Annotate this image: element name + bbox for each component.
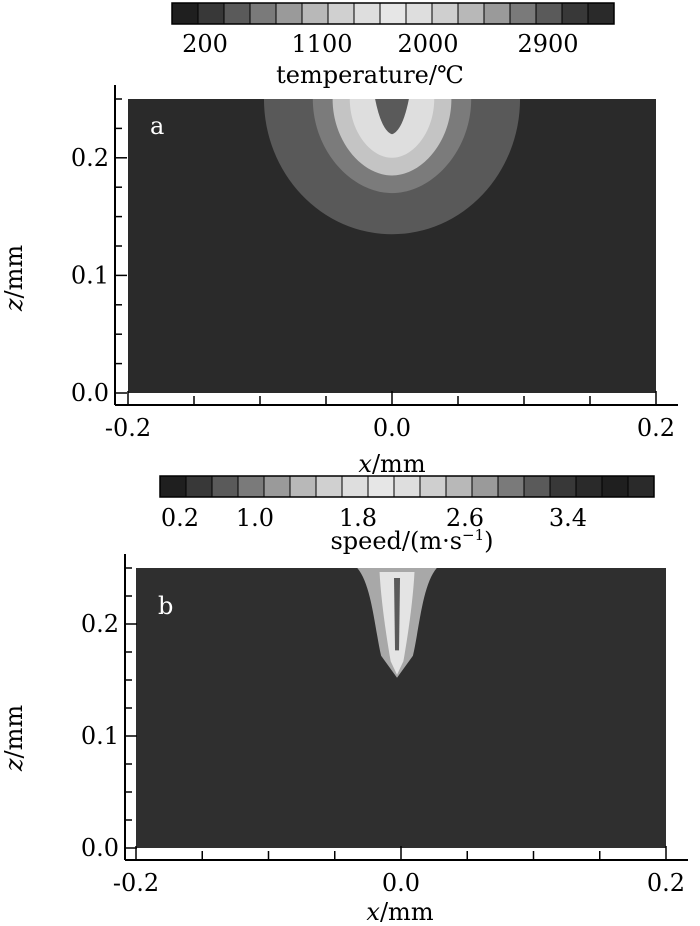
colorbar-temperature-tick-label: 2900 xyxy=(517,30,578,58)
x-tick-label-b: 0.0 xyxy=(382,869,420,897)
y-axis-unit-a: /mm xyxy=(0,245,28,299)
colorbar-temperature-cell xyxy=(327,2,355,25)
colorbar-temperature-cell xyxy=(197,2,225,25)
keyhole-notch xyxy=(375,99,409,135)
colorbar-temperature-tick-label: 200 xyxy=(182,30,228,58)
colorbar-speed-tick-label: 0.2 xyxy=(161,504,199,532)
x-tick-label-a: -0.2 xyxy=(105,414,151,442)
colorbar-temperature-cell xyxy=(249,2,277,25)
y-axis-var-b: z xyxy=(0,758,28,772)
colorbar-temperature xyxy=(171,2,615,25)
colorbar-temperature-cell xyxy=(561,2,589,25)
colorbar-speed-cell xyxy=(159,475,187,498)
y-axis-unit-b: /mm xyxy=(0,705,28,759)
x-tick-label-b: -0.2 xyxy=(113,869,159,897)
y-axis-label-b: z/mm xyxy=(0,705,28,773)
colorbar-temperature-cell xyxy=(405,2,433,25)
colorbar-speed-cell xyxy=(497,475,525,498)
colorbar-temperature-cell xyxy=(353,2,381,25)
colorbar-temperature-cell xyxy=(275,2,303,25)
x-axis-label-b: x/mm xyxy=(366,898,433,926)
colorbar-speed-label: speed/(m·s−1) xyxy=(330,526,493,555)
colorbar-speed-cell xyxy=(523,475,551,498)
colorbar-speed-label-main: speed/(m·s xyxy=(330,527,462,555)
x-tick-label-a: 0.0 xyxy=(373,414,411,442)
colorbar-speed-ticks: 0.2 1.0 1.8 2.6 3.4 xyxy=(161,504,587,532)
x-axis-var-a: x xyxy=(358,450,372,478)
panel-b: 0.2 1.0 1.8 2.6 3.4 speed/(m·s−1) b 0.00.10.… xyxy=(0,475,688,926)
colorbar-temperature-tick-label: 2000 xyxy=(397,30,458,58)
colorbar-speed-cell xyxy=(185,475,213,498)
colorbar-speed-cell xyxy=(367,475,395,498)
x-tick-label-b: 0.2 xyxy=(647,869,685,897)
colorbar-speed-tick-label: 2.6 xyxy=(446,504,484,532)
colorbar-temperature-cell xyxy=(379,2,407,25)
axes-b: 0.0 0.1 0.2 -0.2 0.0 0.2 xyxy=(81,554,688,897)
colorbar-temperature-cell xyxy=(171,2,199,25)
y-axis-var-a: z xyxy=(0,298,28,312)
colorbar-speed-cell xyxy=(393,475,421,498)
x-axis-unit-a: /mm xyxy=(372,450,426,478)
colorbar-speed-cell xyxy=(341,475,369,498)
colorbar-speed-cell xyxy=(211,475,239,498)
colorbar-speed-cell xyxy=(263,475,291,498)
colorbar-temperature-label: temperature/℃ xyxy=(276,61,464,89)
colorbar-speed-cell xyxy=(549,475,577,498)
panel-b-label: b xyxy=(158,592,173,620)
y-tick-label-b: 0.1 xyxy=(81,722,119,750)
colorbar-temperature-ticks: 200 1100 2000 2900 xyxy=(182,30,578,58)
colorbar-temperature-cell xyxy=(431,2,459,25)
colorbar-speed-cell xyxy=(471,475,499,498)
x-axis-unit-b: /mm xyxy=(380,898,434,926)
colorbar-speed-tick-label: 3.4 xyxy=(549,504,587,532)
colorbar-speed-cell xyxy=(419,475,447,498)
colorbar-speed-cell xyxy=(445,475,473,498)
y-tick-label-a: 0.2 xyxy=(71,144,109,172)
colorbar-temperature-cell xyxy=(587,2,615,25)
y-tick-label-b: 0.2 xyxy=(81,610,119,638)
colorbar-speed-cell xyxy=(289,475,317,498)
colorbar-temperature-cell xyxy=(535,2,563,25)
colorbar-temperature-cell xyxy=(457,2,485,25)
colorbar-speed-cell xyxy=(601,475,629,498)
x-axis-var-b: x xyxy=(366,898,380,926)
colorbar-temperature-cell xyxy=(301,2,329,25)
panel-a: 200 1100 2000 2900 temperature/℃ a 0.00.10.… xyxy=(0,2,678,478)
colorbar-speed-cell xyxy=(575,475,603,498)
colorbar-speed-label-end: ) xyxy=(484,527,493,555)
colorbar-temperature-tick-label: 1100 xyxy=(291,30,352,58)
colorbar-speed xyxy=(159,475,655,498)
y-tick-label-a: 0.0 xyxy=(71,379,109,407)
colorbar-speed-cell xyxy=(627,475,655,498)
colorbar-speed-label-sup: −1 xyxy=(462,526,484,544)
colorbar-speed-cell xyxy=(315,475,343,498)
x-axis-label-a: x/mm xyxy=(358,450,425,478)
colorbar-speed-tick-label: 1.0 xyxy=(236,504,274,532)
colorbar-speed-tick-label: 1.8 xyxy=(339,504,377,532)
panel-a-label: a xyxy=(150,112,164,140)
velocity-jet-center-line xyxy=(394,578,401,651)
colorbar-temperature-cell xyxy=(483,2,511,25)
y-tick-label-b: 0.0 xyxy=(81,834,119,862)
colorbar-temperature-cell xyxy=(509,2,537,25)
colorbar-speed-border xyxy=(159,475,655,498)
axes-a: 0.0 0.1 0.2 -0.2 0.0 0.2 xyxy=(71,85,678,442)
colorbar-speed-cell xyxy=(237,475,265,498)
plot-b-velocity-jet xyxy=(357,568,437,678)
colorbar-temperature-border xyxy=(171,2,615,25)
y-tick-label-a: 0.1 xyxy=(71,261,109,289)
plot-a-contours xyxy=(263,99,521,235)
colorbar-temperature-cell xyxy=(223,2,251,25)
x-tick-label-a: 0.2 xyxy=(637,414,675,442)
y-axis-label-a: z/mm xyxy=(0,245,28,313)
